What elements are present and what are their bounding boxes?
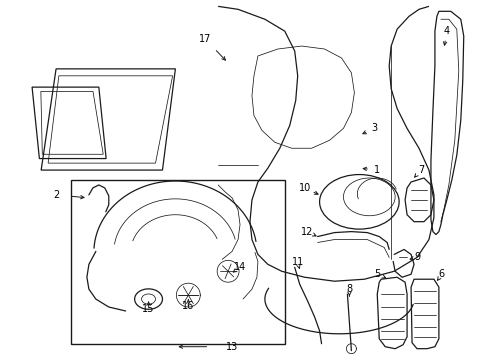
Text: 10: 10 [298,183,311,193]
Text: 5: 5 [374,269,380,279]
Text: 2: 2 [53,190,59,200]
Bar [71,180,285,344]
Text: 14: 14 [234,262,246,272]
Text: 15: 15 [143,304,155,314]
Text: 9: 9 [414,252,420,262]
Text: 8: 8 [346,284,352,294]
Text: 12: 12 [300,226,313,237]
Text: 6: 6 [439,269,445,279]
Text: 1: 1 [374,165,380,175]
Text: 7: 7 [418,165,424,175]
Text: 11: 11 [292,257,304,267]
Text: 13: 13 [226,342,238,352]
Text: 17: 17 [199,34,211,44]
Text: 3: 3 [371,123,377,134]
Text: 16: 16 [182,301,195,311]
Text: 4: 4 [444,26,450,36]
